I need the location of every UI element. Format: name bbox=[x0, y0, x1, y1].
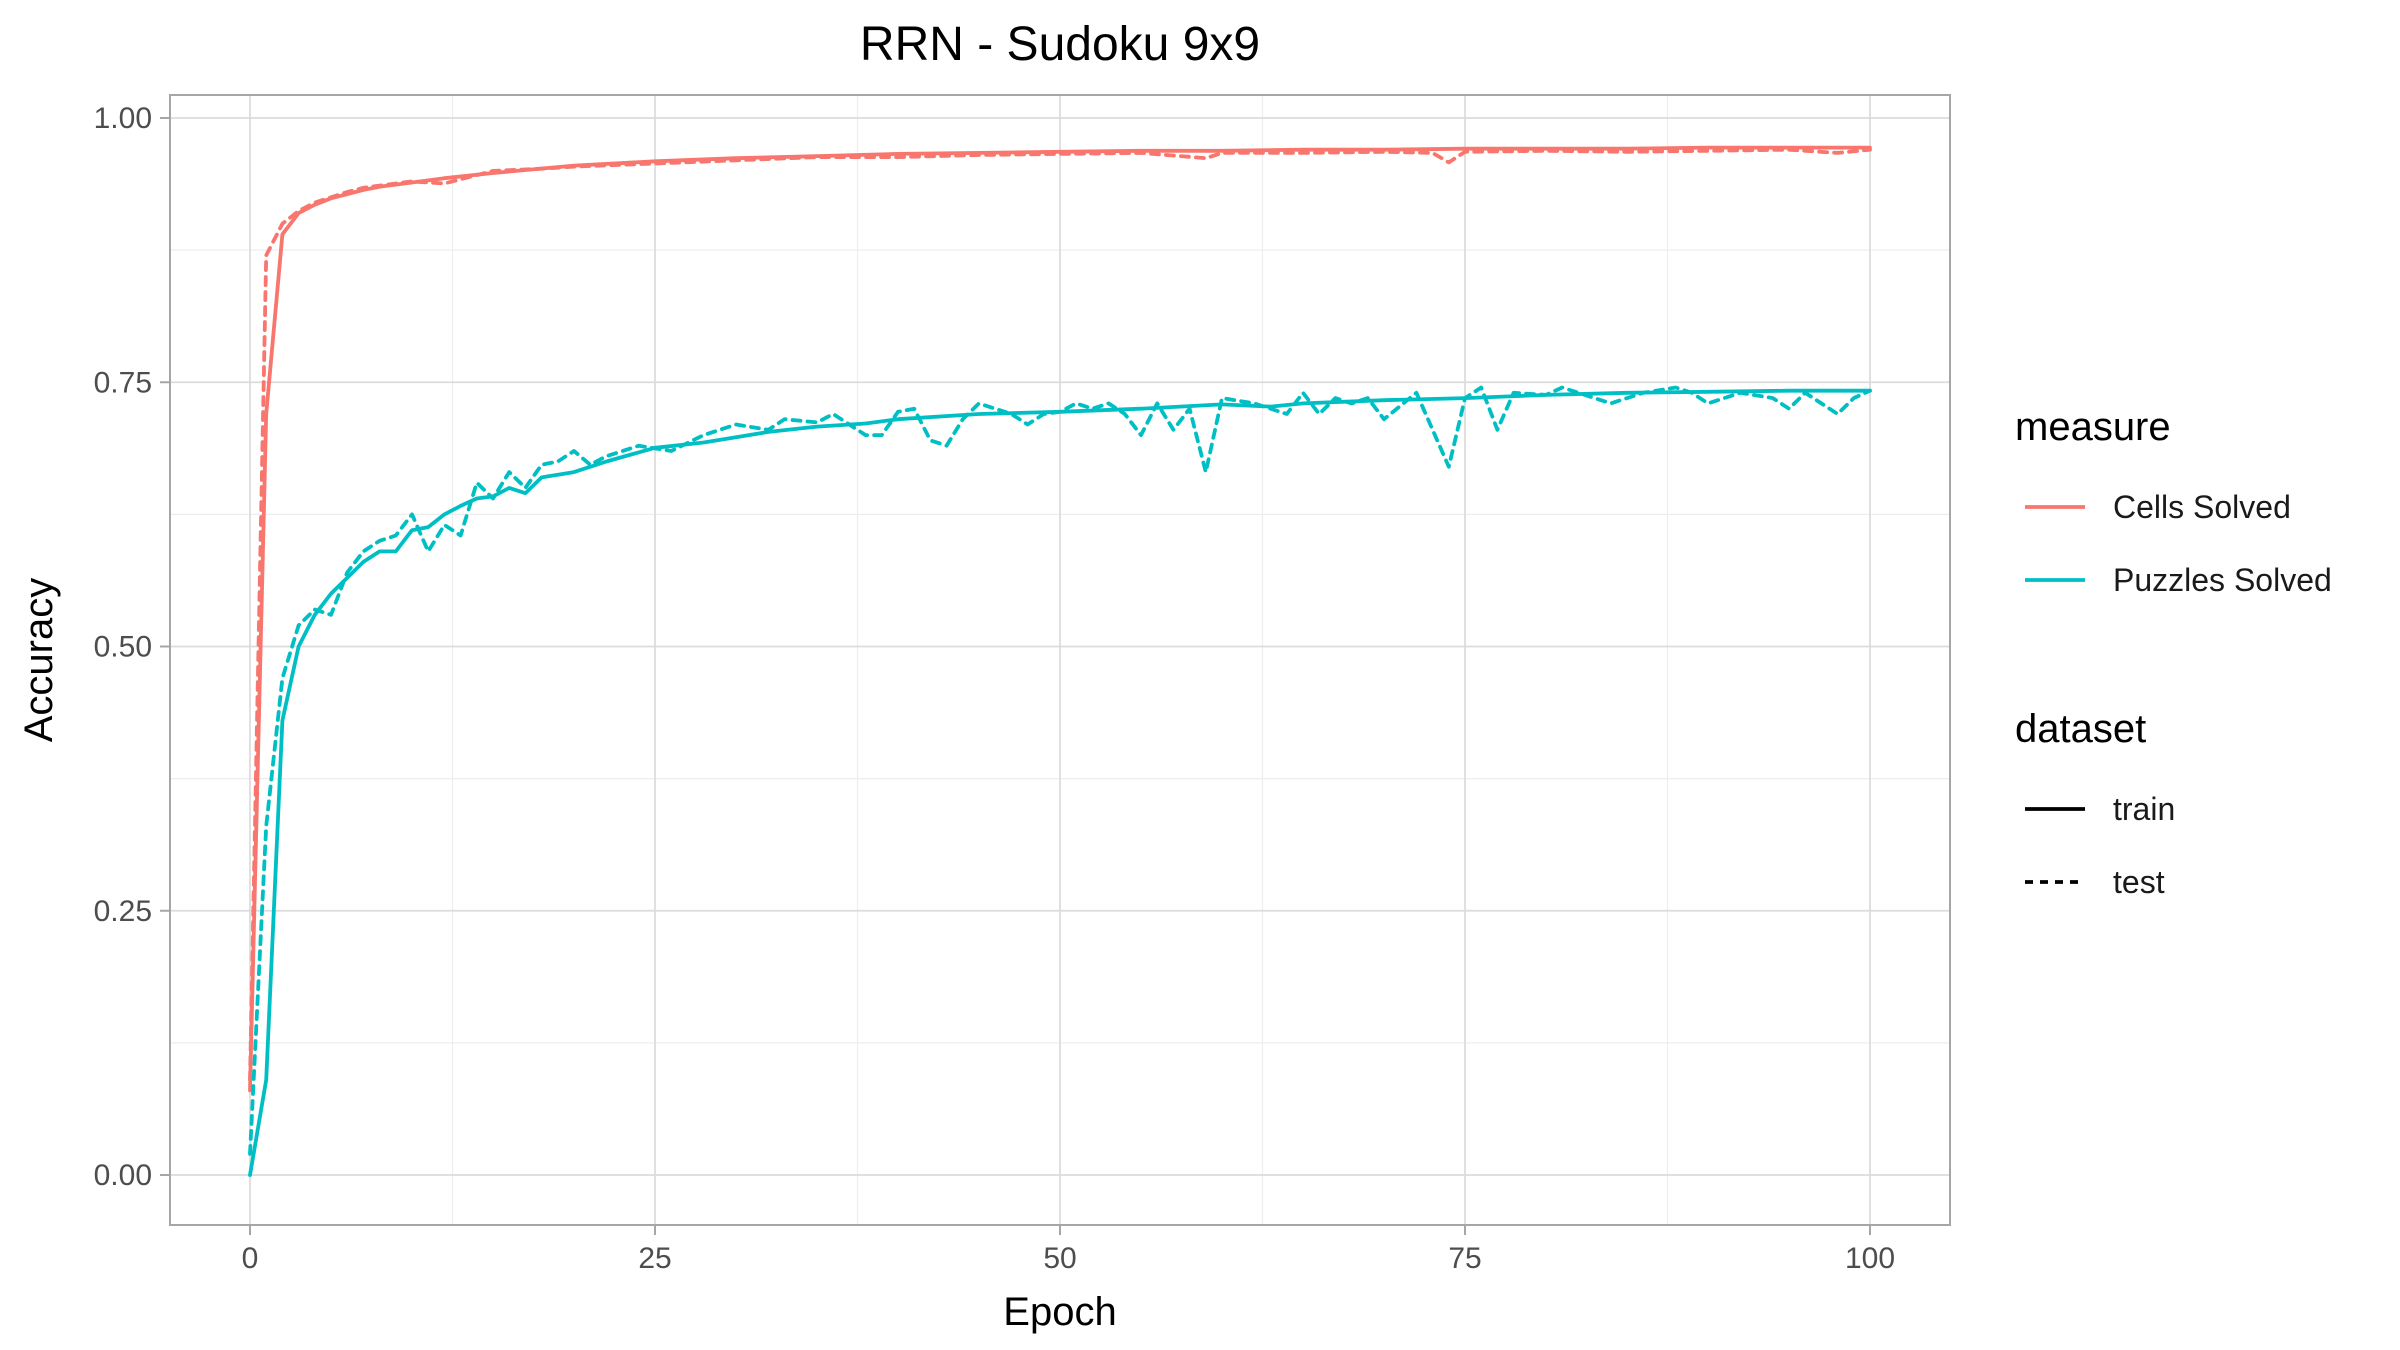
legend-label-cells-solved: Cells Solved bbox=[2113, 489, 2291, 525]
y-tick-label: 1.00 bbox=[94, 102, 152, 135]
legend-label-train: train bbox=[2113, 791, 2175, 827]
series-line-puzzles-solved-train bbox=[248, 388, 1872, 1177]
y-tick-label: 0.00 bbox=[94, 1159, 152, 1192]
series-line-cells-solved-test bbox=[248, 147, 1872, 1082]
legend: measure Cells Solved Puzzles Solved data… bbox=[2015, 405, 2332, 900]
grid bbox=[170, 95, 1950, 1225]
series-line-cells-solved-train bbox=[248, 145, 1872, 1093]
x-axis-title: Epoch bbox=[1003, 1290, 1116, 1334]
legend-title-dataset: dataset bbox=[2015, 707, 2146, 751]
x-axis: 0 25 50 75 100 bbox=[242, 1225, 1895, 1275]
x-tick-label: 0 bbox=[242, 1242, 259, 1275]
chart-title: RRN - Sudoku 9x9 bbox=[860, 18, 1260, 71]
y-tick-label: 0.75 bbox=[94, 366, 152, 399]
x-tick-label: 100 bbox=[1845, 1242, 1895, 1275]
x-tick-label: 75 bbox=[1448, 1242, 1481, 1275]
series-line-puzzles-solved-test bbox=[248, 385, 1872, 1156]
series-layer bbox=[248, 145, 1872, 1177]
y-axis-title: Accuracy bbox=[17, 578, 61, 743]
y-tick-label: 0.25 bbox=[94, 895, 152, 928]
x-tick-label: 25 bbox=[638, 1242, 671, 1275]
y-axis: 0.00 0.25 0.50 0.75 1.00 bbox=[94, 102, 170, 1192]
y-tick-label: 0.50 bbox=[94, 631, 152, 664]
x-tick-label: 50 bbox=[1043, 1242, 1076, 1275]
legend-title-measure: measure bbox=[2015, 405, 2171, 449]
legend-label-test: test bbox=[2113, 864, 2165, 900]
legend-label-puzzles-solved: Puzzles Solved bbox=[2113, 562, 2332, 598]
